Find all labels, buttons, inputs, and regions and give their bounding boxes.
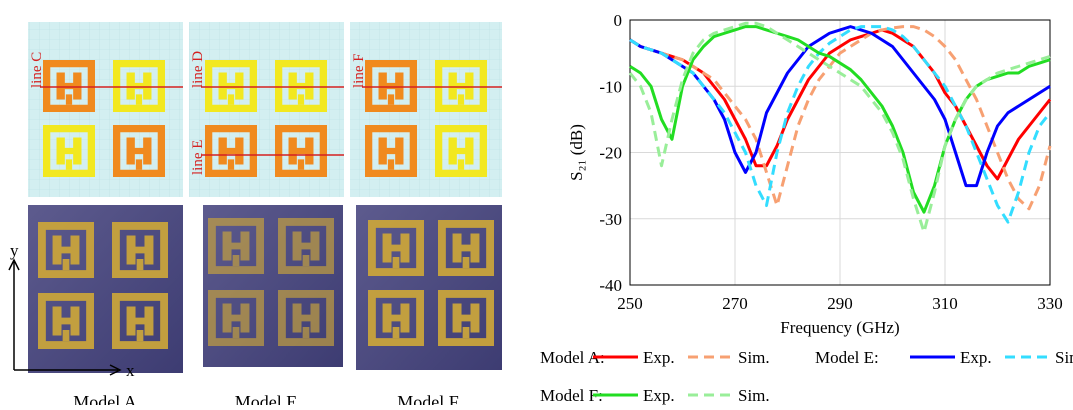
schematics: line C line D line E line F	[28, 22, 502, 197]
y-tick-label: -10	[599, 77, 622, 96]
figure: line C line D line E line F	[0, 0, 1073, 405]
legend-label: Exp.	[960, 348, 992, 367]
axis-label: x	[126, 361, 135, 380]
line-label: line F	[351, 53, 367, 88]
x-tick-label: 330	[1037, 294, 1063, 313]
caption: Model F	[397, 392, 459, 405]
legend-label: Sim.	[738, 386, 770, 405]
legend-label: Sim.	[738, 348, 770, 367]
photos	[28, 205, 502, 373]
y-tick-label: -20	[599, 144, 622, 163]
page: {"figure": {"line_labels": ["line C", "l…	[0, 0, 1073, 405]
axis-label: y	[10, 241, 19, 260]
y-tick-label: -40	[599, 276, 622, 295]
line-label: line E	[190, 140, 206, 175]
x-axis-title: Frequency (GHz)	[780, 318, 899, 337]
legend-label: Exp.	[643, 348, 675, 367]
x-tick-label: 250	[617, 294, 643, 313]
caption: Model A	[73, 392, 137, 405]
x-tick-label: 290	[827, 294, 853, 313]
line-label: line D	[190, 51, 206, 88]
legend-group: Model E:	[815, 348, 879, 367]
y-axis-title: S₂₁ (dB)	[567, 124, 586, 181]
y-tick-label: 0	[614, 11, 623, 30]
line-label: line C	[29, 52, 45, 88]
y-tick-label: -30	[599, 210, 622, 229]
legend-label: Exp.	[643, 386, 675, 405]
legend-label: Sim.	[1055, 348, 1073, 367]
caption: Model E	[235, 392, 298, 405]
x-tick-label: 270	[722, 294, 748, 313]
chart: -40 -30 -20 -10 0 250 270 290 310 330 Frequency (G…	[540, 11, 1073, 405]
x-tick-label: 310	[932, 294, 958, 313]
